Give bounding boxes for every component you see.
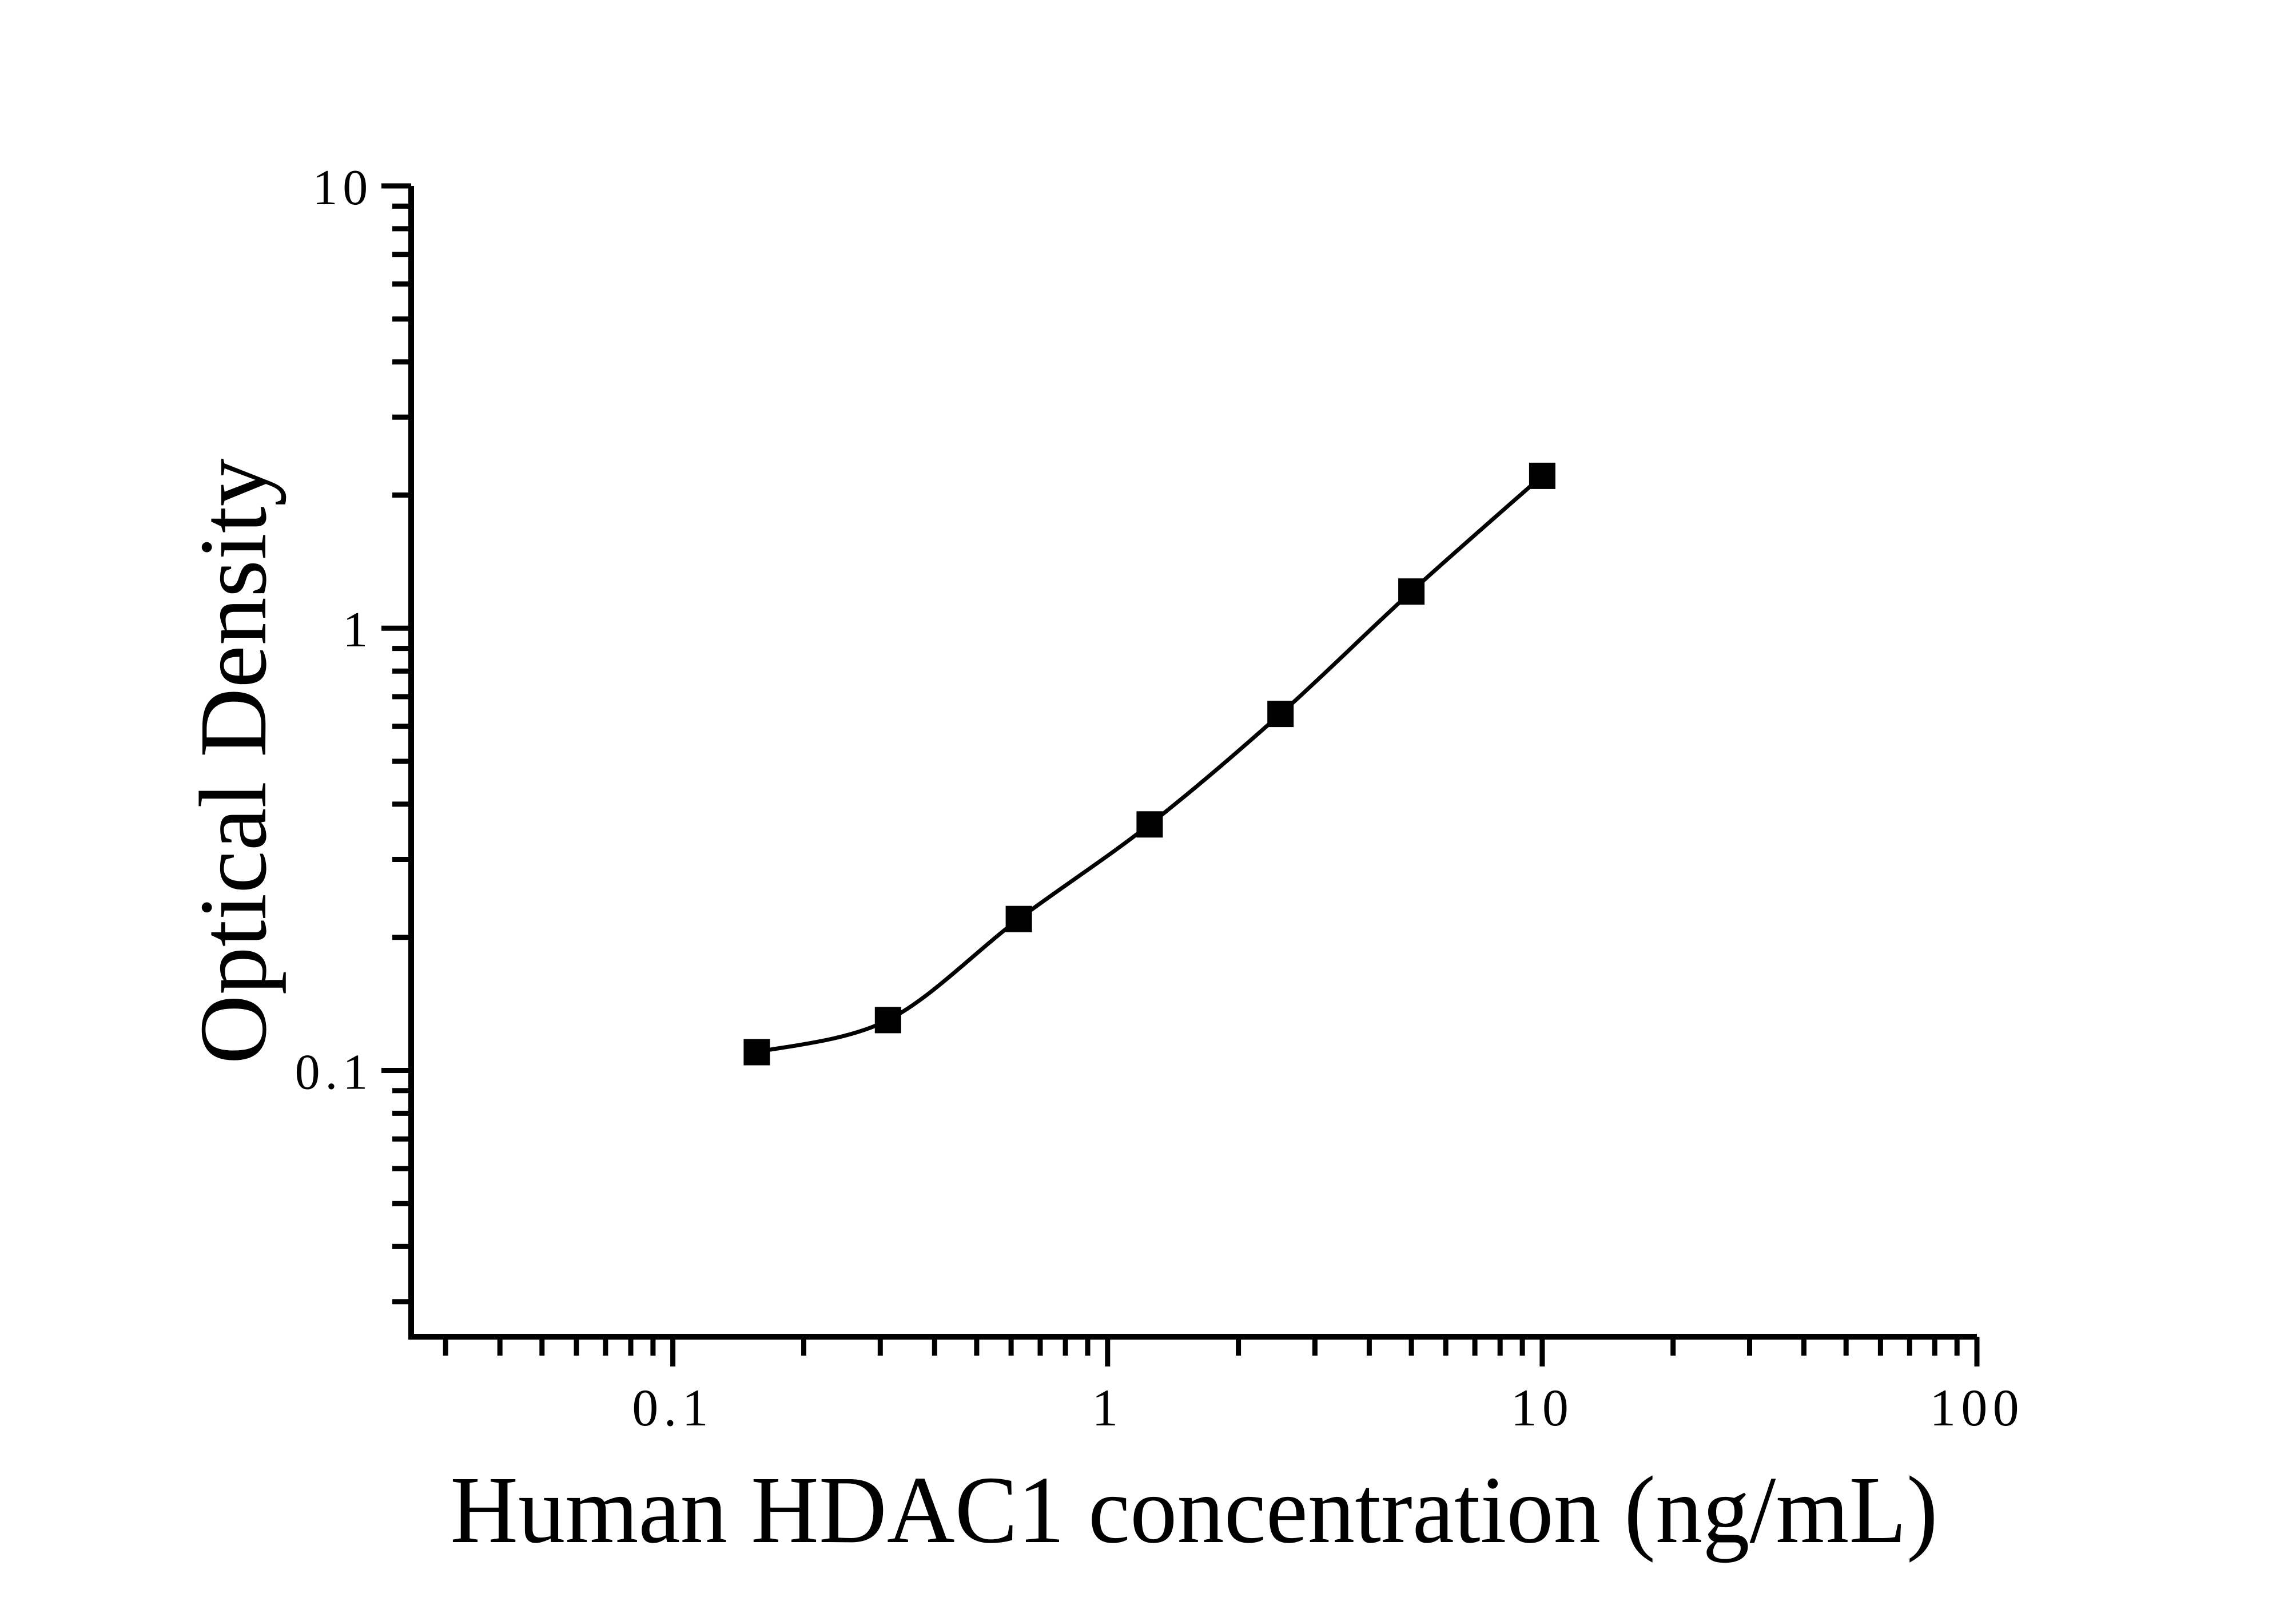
data-point-marker <box>874 1007 901 1034</box>
y-tick-label: 10 <box>312 160 373 216</box>
curve-line <box>756 474 1544 1054</box>
x-axis-title: Human HDAC1 concentration (ng/mL) <box>450 1457 1938 1563</box>
data-point-marker <box>1267 701 1294 728</box>
x-tick-label: 0.1 <box>632 1378 714 1437</box>
x-tick-label: 10 <box>1511 1378 1574 1437</box>
x-tick-label: 100 <box>1929 1378 2024 1437</box>
data-point-marker <box>743 1039 770 1066</box>
x-tick-label: 1 <box>1092 1378 1123 1437</box>
y-tick-label: 0.1 <box>295 1045 373 1101</box>
data-point-marker <box>1529 462 1555 489</box>
data-point-marker <box>1136 811 1163 838</box>
data-point-marker <box>1398 578 1425 605</box>
y-axis-title: Optical Density <box>180 458 286 1064</box>
axes-frame <box>408 186 1977 1340</box>
y-tick-label: 1 <box>343 602 373 658</box>
data-point-marker <box>1005 905 1032 932</box>
